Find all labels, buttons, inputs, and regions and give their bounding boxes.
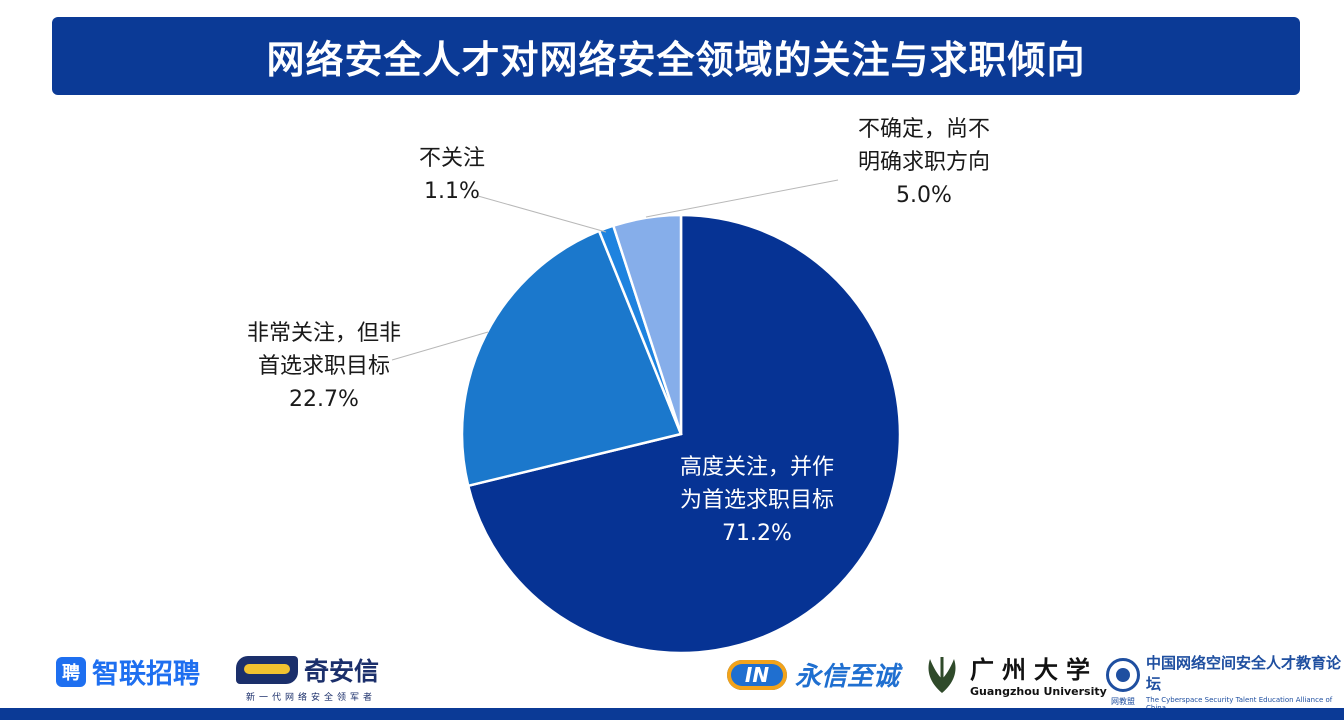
qianxin-mark-icon [236, 656, 298, 684]
gzhu-logo: 广州大学 Guangzhou University [920, 650, 1107, 698]
pie-slice-4 [611, 213, 683, 435]
bottom-bar [0, 708, 1344, 720]
gzhu-emblem-icon [928, 657, 956, 693]
alliance-name-cn: 中国网络空间安全人才教育论坛 [1146, 654, 1342, 693]
yongxin-mark-icon: IN [727, 659, 787, 690]
slice-label-2-line-2: 首选求职目标 [258, 354, 390, 379]
alliance-logo: 网教盟 中国网络空间安全人才教育论坛 The Cyberspace Securi… [1106, 652, 1344, 712]
slice-label-3-line-1: 不关注 [419, 146, 485, 171]
zhilian-logo: 聘 智联招聘 [56, 652, 200, 691]
slice-label-4-line-2: 明确求职方向 [858, 150, 990, 175]
qianxin-logo-text: 奇安信 [304, 657, 380, 686]
data-label-value-2: 22.7% [289, 387, 359, 412]
slice-label-1-line-2: 为首选求职目标 [680, 488, 834, 513]
pie-slice-2 [460, 229, 683, 488]
slice-label-2-line-1: 非常关注，但非 [247, 321, 401, 346]
zhilian-badge-icon: 聘 [56, 656, 86, 687]
data-label-value-1: 71.2% [722, 521, 792, 546]
slice-label-4-line-1: 不确定，尚不 [858, 117, 990, 142]
qianxin-logo: 奇安信 新一代网络安全领军者 [236, 652, 379, 703]
alliance-tag: 网教盟 [1111, 696, 1135, 706]
title-banner: 网络安全人才对网络安全领域的关注与求职倾向 [52, 17, 1300, 95]
yongxin-logo: IN 永信至诚 [727, 656, 899, 693]
leader-line-4 [645, 179, 839, 218]
pie-slice-1 [466, 213, 902, 655]
data-label-value-3: 1.1% [424, 179, 480, 204]
gzhu-name-en: Guangzhou University [970, 685, 1107, 698]
qianxin-slogan: 新一代网络安全领军者 [246, 693, 377, 703]
slice-label-1-line-1: 高度关注，并作 [680, 455, 834, 480]
leader-line-3 [477, 195, 607, 233]
zhilian-logo-text: 智联招聘 [92, 659, 200, 690]
data-label-value-4: 5.0% [896, 183, 952, 208]
leader-line-2 [391, 331, 489, 361]
chart-title: 网络安全人才对网络安全领域的关注与求职倾向 [266, 37, 1086, 82]
gzhu-name-cn: 广州大学 [970, 656, 1098, 684]
yongxin-logo-text: 永信至诚 [795, 662, 900, 692]
alliance-emblem-icon [1106, 657, 1140, 692]
